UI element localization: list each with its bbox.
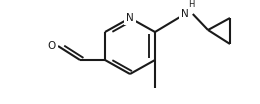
Text: H: H xyxy=(188,0,195,9)
Text: N: N xyxy=(181,9,189,19)
Text: N: N xyxy=(126,13,134,23)
Text: O: O xyxy=(47,41,56,51)
